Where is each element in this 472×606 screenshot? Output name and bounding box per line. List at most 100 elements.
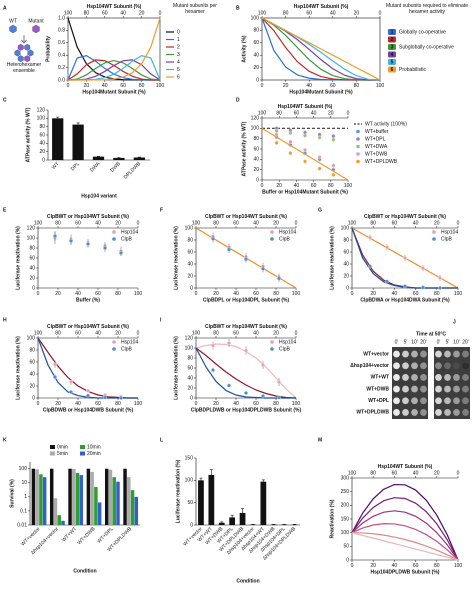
- x-tick-label: 60: [413, 563, 419, 569]
- bar: [116, 482, 119, 525]
- legend-annotation: Subglobally co-operative: [399, 44, 454, 50]
- x-tick-label: 80: [328, 183, 334, 189]
- y-tick-label: 0.0: [58, 77, 65, 83]
- data-point: [86, 394, 90, 398]
- data-point: [119, 396, 123, 400]
- colony-spot: [462, 374, 469, 381]
- y-tick-label: 1: [24, 494, 27, 500]
- y-tick-label: 0.4: [58, 53, 65, 59]
- data-point: [53, 363, 57, 367]
- column-label: 0': [437, 339, 441, 345]
- x-axis-label: Buffer (%): [76, 297, 100, 303]
- colony-spot: [411, 351, 418, 358]
- x-tick-label: 100: [454, 291, 463, 297]
- colony-spot: [444, 374, 451, 381]
- x-tick-label: 60: [311, 183, 317, 189]
- data-point: [261, 363, 265, 367]
- y-tick-label: 20: [253, 167, 259, 173]
- y-tick-label: 250: [341, 489, 350, 495]
- legend-label: 1: [391, 30, 394, 36]
- legend-label: Hsp104: [441, 229, 458, 235]
- bar: [52, 118, 63, 160]
- data-point: [403, 256, 407, 260]
- data-point: [332, 138, 336, 142]
- x-tick-label: 40: [75, 401, 81, 407]
- hexamer-subunit: [24, 44, 30, 50]
- data-point: [69, 239, 73, 243]
- x-tick-label: 20: [370, 563, 376, 569]
- bar: [134, 158, 145, 161]
- legend-marker: [112, 347, 116, 351]
- panel-letter: C: [3, 97, 7, 103]
- bar: [35, 469, 38, 525]
- bar: [72, 125, 83, 160]
- x2-tick-label: 40: [311, 110, 317, 116]
- y-tick-label: 0.8: [58, 28, 65, 34]
- y-tick-label: 100: [37, 116, 46, 122]
- x-tick-label: 60: [330, 83, 336, 89]
- legend-marker: [270, 230, 274, 234]
- legend-swatch: [80, 445, 85, 449]
- data-point: [275, 129, 279, 133]
- bar: [113, 477, 116, 525]
- colony-spot: [393, 374, 400, 381]
- bar: [127, 477, 130, 525]
- y-tick-label: 40: [187, 375, 193, 381]
- y-tick-label: 80: [39, 124, 45, 130]
- x2-tick-label: 0: [457, 220, 460, 226]
- legend-label: Hsp104: [121, 229, 138, 235]
- x2-tick-label: 60: [294, 110, 300, 116]
- x-tick-label: 20: [213, 401, 219, 407]
- x-tick-label: 80: [273, 401, 279, 407]
- colony-spot: [462, 409, 469, 416]
- legend-swatch: [50, 452, 55, 456]
- legend-label: 6: [391, 67, 394, 73]
- legend-label: 20min: [87, 451, 101, 457]
- row-label: WT+DPLDWB: [356, 410, 389, 416]
- data-point: [438, 276, 442, 280]
- x2-tick-label: 60: [392, 220, 398, 226]
- x-tick-label: 60: [413, 291, 419, 297]
- x2-tick-label: 40: [413, 220, 419, 226]
- panel-letter: L: [160, 437, 163, 443]
- x2-tick-label: 100: [258, 110, 267, 116]
- y-tick-label: 20: [343, 273, 349, 279]
- colony-spot: [462, 386, 469, 393]
- x-tick-label: 100: [376, 83, 385, 89]
- y-tick-label: 0: [256, 177, 259, 183]
- y-axis-label: Luciferase reactivation (%): [329, 226, 335, 290]
- x2-axis-label: Hsp104WT Subunit (%): [294, 4, 349, 10]
- row-label: WT+vector: [363, 351, 389, 357]
- x-tick-label: 60: [95, 291, 101, 297]
- colony-spot: [393, 409, 400, 416]
- legend-label: WT+DPLDWB: [365, 159, 398, 165]
- y-tick-label: 60: [253, 40, 259, 46]
- colony-spot: [453, 397, 460, 404]
- data-point: [103, 396, 107, 400]
- bar: [131, 490, 134, 525]
- bar: [208, 475, 214, 525]
- x2-tick-label: 0: [295, 330, 298, 336]
- legend-title: Mutant subunits required to eliminate he…: [386, 3, 468, 15]
- x-tick-label: 40: [392, 291, 398, 297]
- x-axis-label: Condition: [73, 568, 96, 574]
- panel-letter: M: [318, 437, 322, 443]
- y-tick-label: 120: [37, 107, 46, 113]
- colony-spot: [402, 362, 409, 369]
- assay-title: Time at 50°C: [416, 331, 446, 337]
- data-point: [211, 368, 215, 372]
- legend-label: 4: [391, 52, 394, 58]
- bar: [94, 487, 97, 525]
- legend-label: 2: [391, 37, 394, 43]
- schematic-label: WT: [9, 18, 17, 24]
- data-point: [69, 380, 73, 384]
- colony-spot: [435, 409, 442, 416]
- x-tick-label: 80: [139, 83, 145, 89]
- x2-tick-label: 20: [273, 330, 279, 336]
- colony-spot: [411, 374, 418, 381]
- legend-label: ClpB: [441, 236, 453, 242]
- y-axis-label: Luciferase reactivation (%): [173, 226, 179, 290]
- data-point: [289, 140, 293, 144]
- bar: [109, 470, 112, 525]
- y-tick-label: 0: [42, 157, 45, 163]
